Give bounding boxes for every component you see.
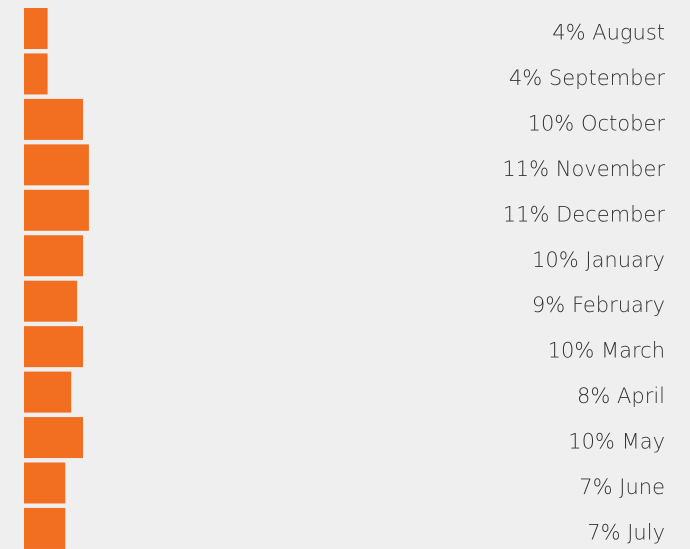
category-label: February: [572, 293, 665, 317]
bar-label: 10% October: [528, 111, 666, 135]
category-label: March: [601, 339, 665, 363]
category-label: September: [549, 66, 665, 90]
bar-label: 11% November: [502, 157, 665, 181]
bar: [24, 144, 89, 186]
value-label: 10%: [568, 430, 615, 454]
bar: [24, 326, 83, 368]
bar: [24, 280, 78, 322]
bar: [24, 235, 83, 277]
category-label: December: [556, 202, 665, 226]
category-label: October: [581, 111, 665, 135]
category-label: June: [619, 475, 665, 499]
bar: [24, 8, 48, 49]
bar-label: 8% April: [577, 384, 665, 408]
value-label: 7%: [579, 475, 612, 499]
category-label: November: [556, 157, 666, 181]
bar: [24, 371, 72, 413]
bar-label: 10% March: [548, 339, 665, 363]
bar-label: 7% June: [579, 475, 665, 499]
bar: [24, 417, 83, 459]
bar-label: 7% July: [587, 520, 665, 544]
category-label: August: [592, 21, 665, 45]
bar: [24, 462, 66, 504]
value-label: 4%: [552, 21, 585, 45]
bar-label: 11% December: [503, 202, 666, 226]
value-label: 4%: [509, 66, 542, 90]
category-label: July: [627, 520, 665, 544]
bar: [24, 98, 83, 140]
bar-label: 9% February: [532, 293, 665, 317]
value-label: 10%: [548, 339, 595, 363]
value-label: 9%: [532, 293, 565, 317]
value-label: 10%: [532, 248, 579, 272]
category-label: January: [585, 248, 665, 272]
bar-label: 4% September: [509, 66, 665, 90]
bar-label: 4% August: [552, 21, 665, 45]
value-label: 11%: [502, 157, 549, 181]
bar: [24, 53, 48, 95]
value-label: 8%: [577, 384, 610, 408]
bar: [24, 189, 89, 231]
category-label: May: [622, 430, 665, 454]
bar-label: 10% January: [532, 248, 665, 272]
value-label: 7%: [587, 520, 620, 544]
bar-label: 10% May: [568, 430, 665, 454]
category-label: April: [617, 384, 665, 408]
value-label: 11%: [503, 202, 550, 226]
value-label: 10%: [528, 111, 575, 135]
bar: [24, 507, 66, 549]
